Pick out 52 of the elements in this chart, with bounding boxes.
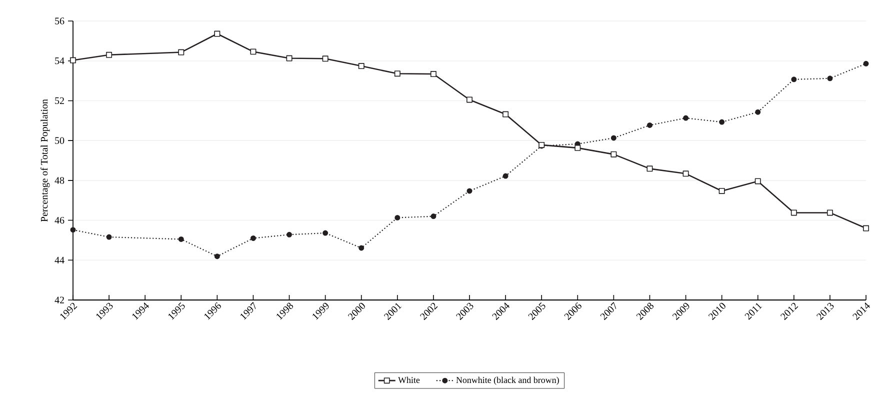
point: [70, 227, 76, 233]
point: [394, 70, 400, 77]
point: [863, 225, 869, 232]
point: [250, 48, 256, 55]
point: [827, 76, 833, 82]
y-tick-label: 42: [54, 296, 64, 304]
point: [358, 63, 364, 70]
point: [646, 166, 653, 172]
point: [610, 151, 617, 158]
y-tick-label: 54: [55, 58, 64, 64]
point: [466, 96, 472, 103]
point: [502, 111, 509, 118]
point: [430, 214, 436, 220]
point: [322, 230, 328, 236]
point: [682, 170, 689, 177]
point: [250, 235, 256, 241]
point: [286, 55, 292, 62]
y-tick-label: 52: [55, 97, 64, 104]
y-tick-label: 50: [55, 137, 64, 144]
point: [106, 52, 112, 58]
point: [791, 76, 797, 82]
point: [430, 71, 436, 77]
point: [683, 115, 689, 121]
y-axis-title: Percentage of Total Population: [40, 99, 50, 222]
point: [754, 178, 761, 184]
point: [178, 49, 184, 56]
y-tick-label: 46: [54, 216, 64, 224]
point: [574, 144, 581, 151]
y-tick-label: 48: [54, 177, 64, 184]
point: [790, 210, 797, 216]
point: [106, 234, 112, 240]
point: [719, 119, 725, 125]
point: [286, 232, 292, 238]
point: [322, 56, 328, 62]
y-tick-label: 56: [55, 18, 64, 24]
point: [178, 236, 184, 242]
point: [826, 210, 833, 216]
point: [610, 135, 616, 141]
legend-label: Nonwhite (black and brown): [456, 376, 559, 385]
point: [502, 173, 508, 179]
point: [646, 122, 652, 128]
point: [358, 245, 364, 251]
point: [466, 188, 472, 194]
point: [863, 60, 869, 66]
legend-label: White: [398, 376, 420, 384]
point: [70, 57, 76, 64]
point: [755, 109, 761, 115]
point: [718, 188, 725, 194]
y-tick-label: 44: [54, 256, 64, 264]
point: [214, 30, 220, 37]
point: [394, 214, 400, 220]
point: [214, 254, 220, 260]
